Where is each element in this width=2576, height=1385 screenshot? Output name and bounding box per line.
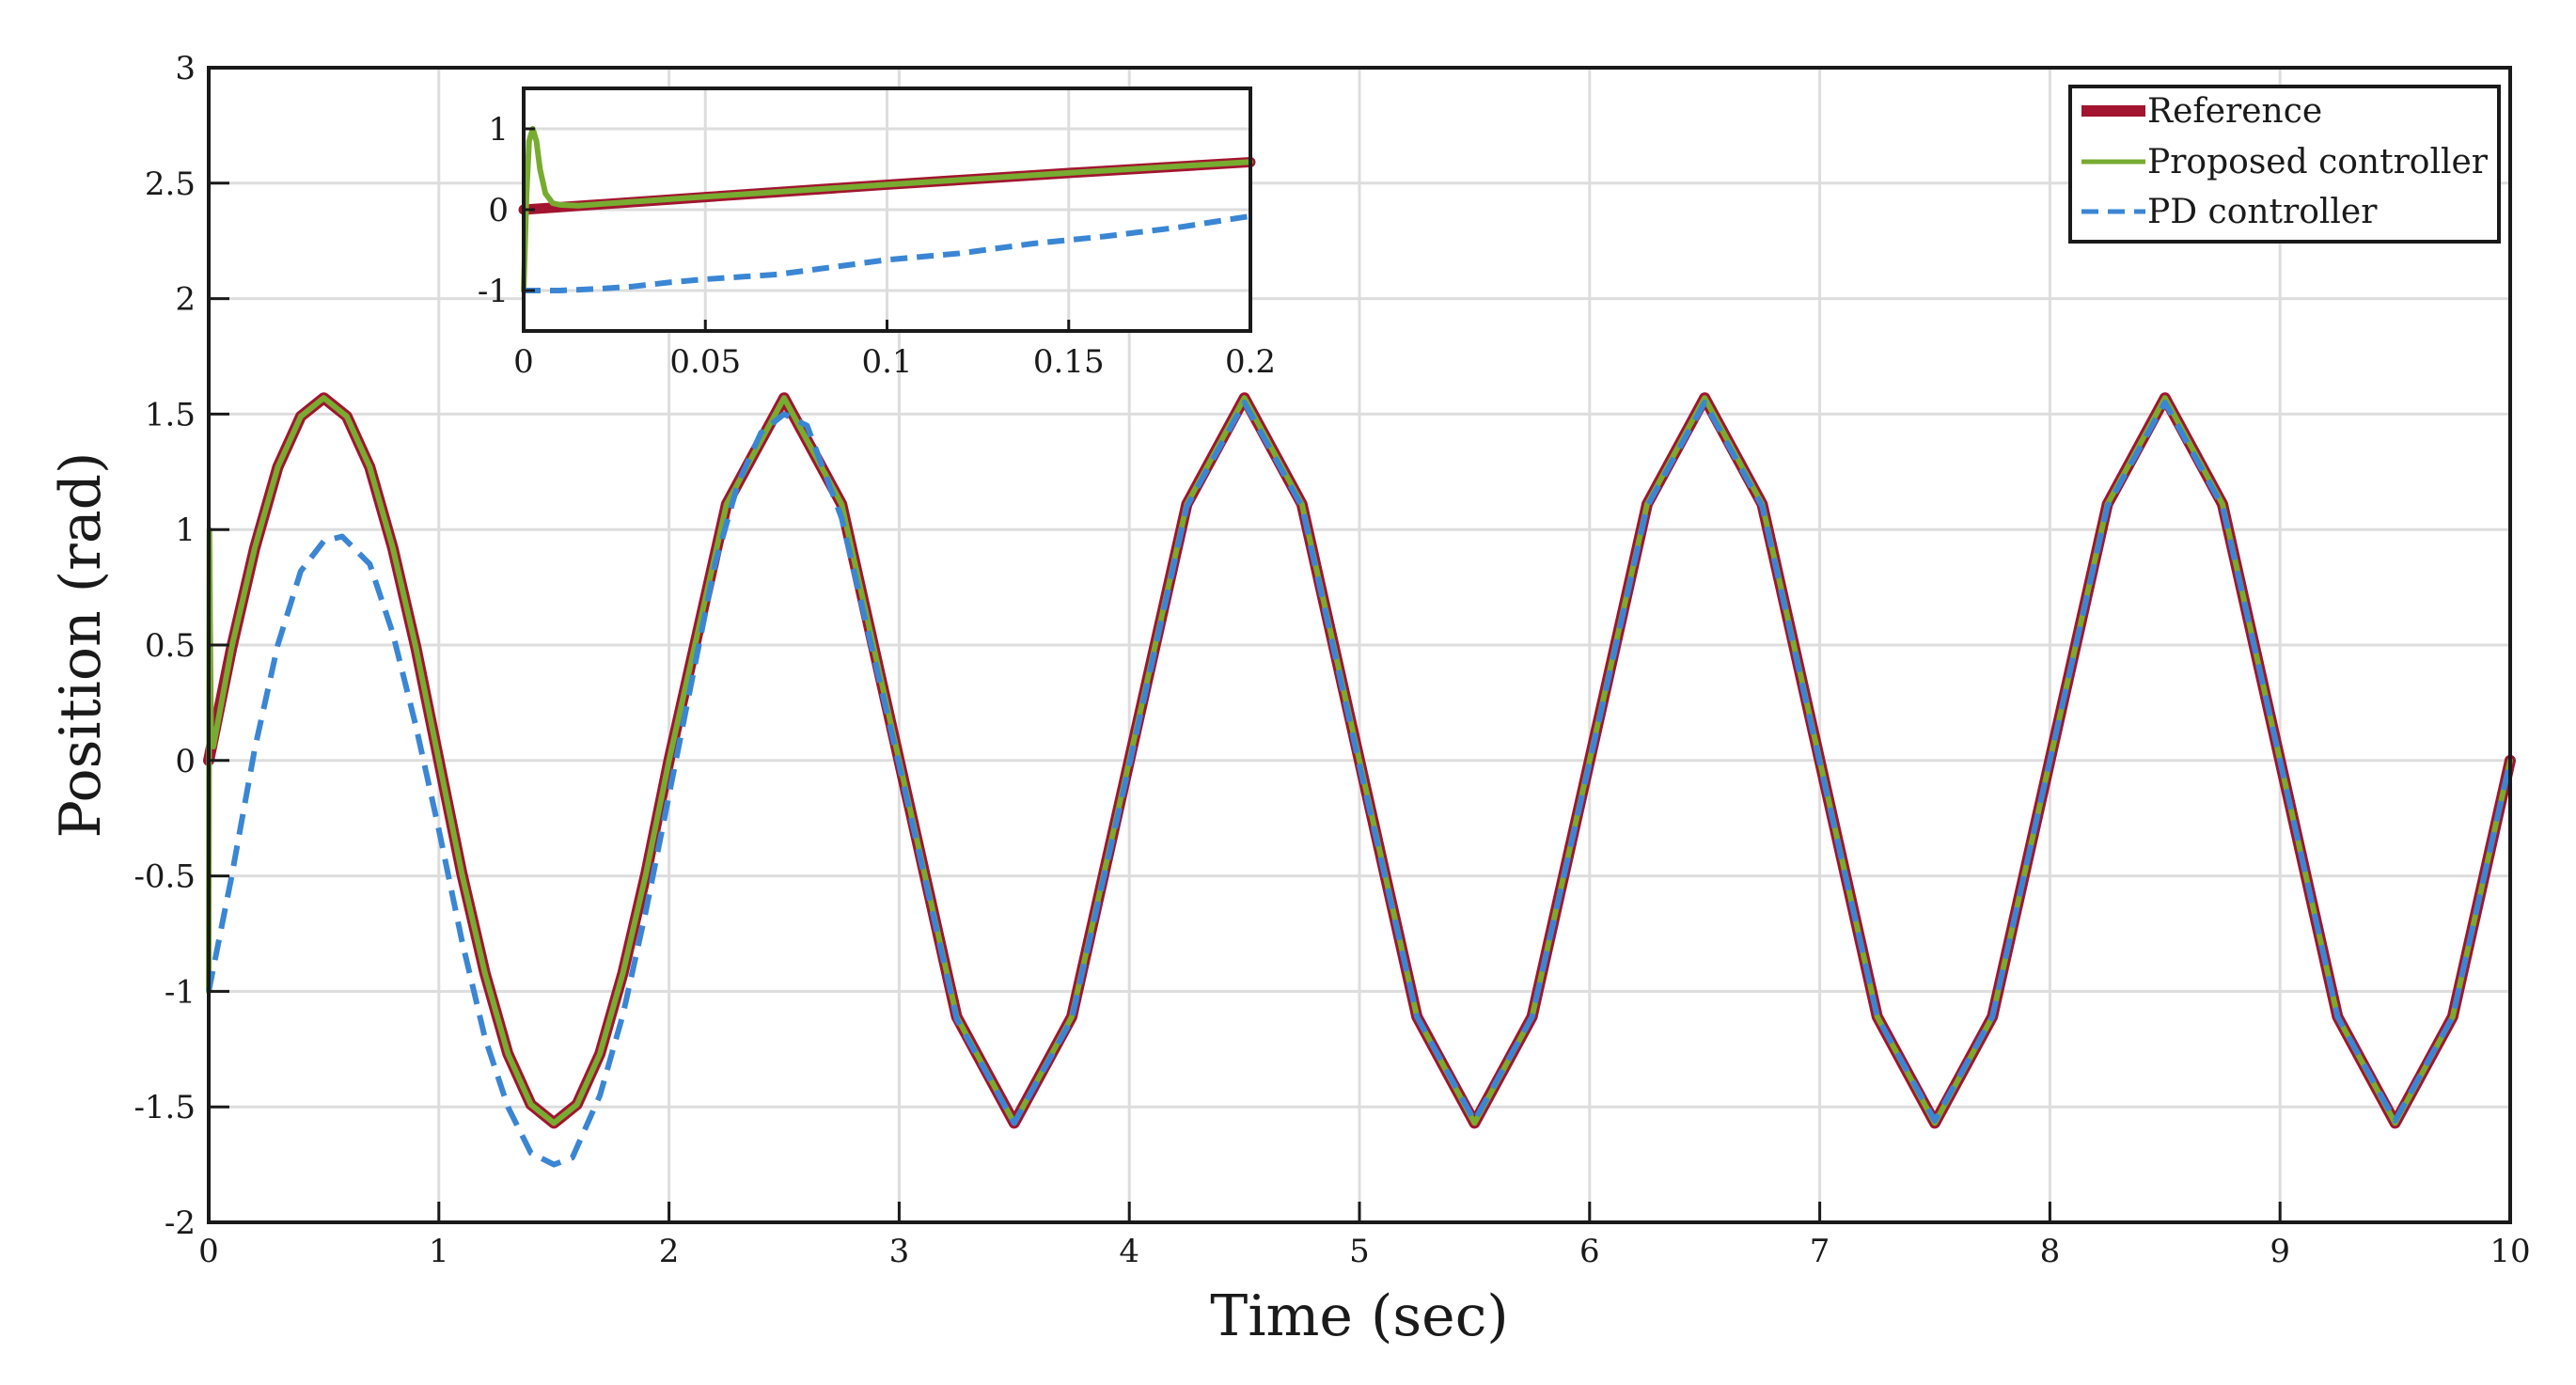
inset-ticks — [522, 127, 1252, 331]
inset-x-tick-label: 0.05 — [669, 343, 741, 381]
legend-label-pd-controller: PD controller — [2147, 193, 2378, 231]
main-y-tick-label: 0.5 — [145, 627, 196, 665]
main-x-tick-label: 0 — [198, 1233, 219, 1270]
main-x-tick-label: 7 — [1810, 1233, 1830, 1270]
main-y-tick-label: -2 — [165, 1204, 196, 1242]
main-x-tick-label: 6 — [1579, 1233, 1600, 1270]
main-series — [203, 392, 2516, 1168]
main-y-tick-label: 0 — [175, 743, 196, 780]
main-x-tick-label: 10 — [2490, 1233, 2530, 1270]
main-x-tick-label: 9 — [2270, 1233, 2290, 1270]
inset-x-tick-label: 0.2 — [1225, 343, 1276, 381]
inset-x-tick-label: 0.1 — [861, 343, 912, 381]
main-tick-labels: 0 1 2 3 4 5 6 7 8 9 10-2-1.5-1-0.500.511.522.53 — [134, 50, 2530, 1270]
main-x-tick-label: 3 — [889, 1233, 910, 1270]
legend: Reference Proposed controller PD control… — [2068, 85, 2501, 244]
x-axis-title: Time (sec) — [1210, 1283, 1508, 1349]
inset-tick-labels: 0 0.05 0.1 0.15 0.2-101 — [478, 111, 1276, 381]
main-x-tick-label: 5 — [1349, 1233, 1370, 1270]
main-x-tick-label: 4 — [1119, 1233, 1139, 1270]
y-axis-title: Position (rad) — [48, 452, 114, 839]
legend-item-proposed-controller: Proposed controller — [2081, 143, 2489, 181]
legend-label-proposed-controller: Proposed controller — [2147, 143, 2489, 181]
inset-series-proposed-controller — [521, 126, 1253, 293]
main-y-tick-label: -1 — [165, 973, 196, 1011]
main-y-tick-label: 2 — [175, 281, 196, 319]
inset-series — [518, 126, 1256, 293]
main-y-tick-label: 1 — [175, 512, 196, 549]
inset-x-tick-label: 0.15 — [1033, 343, 1105, 381]
legend-item-reference: Reference — [2081, 92, 2322, 131]
main-series-pd-controller — [206, 400, 2513, 1168]
main-y-tick-label: 1.5 — [145, 396, 196, 433]
main-y-tick-label: -0.5 — [134, 858, 196, 896]
main-y-tick-label: 2.5 — [145, 165, 196, 203]
main-x-tick-label: 8 — [2040, 1233, 2061, 1270]
main-ticks — [207, 66, 2512, 1224]
inset-y-tick-label: 0 — [488, 192, 509, 229]
inset-series-pd-controller — [524, 212, 1251, 293]
inset-y-tick-label: 1 — [488, 111, 509, 149]
inset-x-tick-label: 0 — [513, 343, 534, 381]
inset-y-tick-label: -1 — [478, 273, 509, 310]
main-x-tick-label: 1 — [429, 1233, 449, 1270]
legend-item-pd-controller: PD controller — [2081, 193, 2378, 231]
main-y-tick-label: -1.5 — [134, 1089, 196, 1126]
main-y-tick-label: 3 — [175, 50, 196, 87]
main-x-tick-label: 2 — [659, 1233, 680, 1270]
legend-label-reference: Reference — [2147, 92, 2322, 131]
